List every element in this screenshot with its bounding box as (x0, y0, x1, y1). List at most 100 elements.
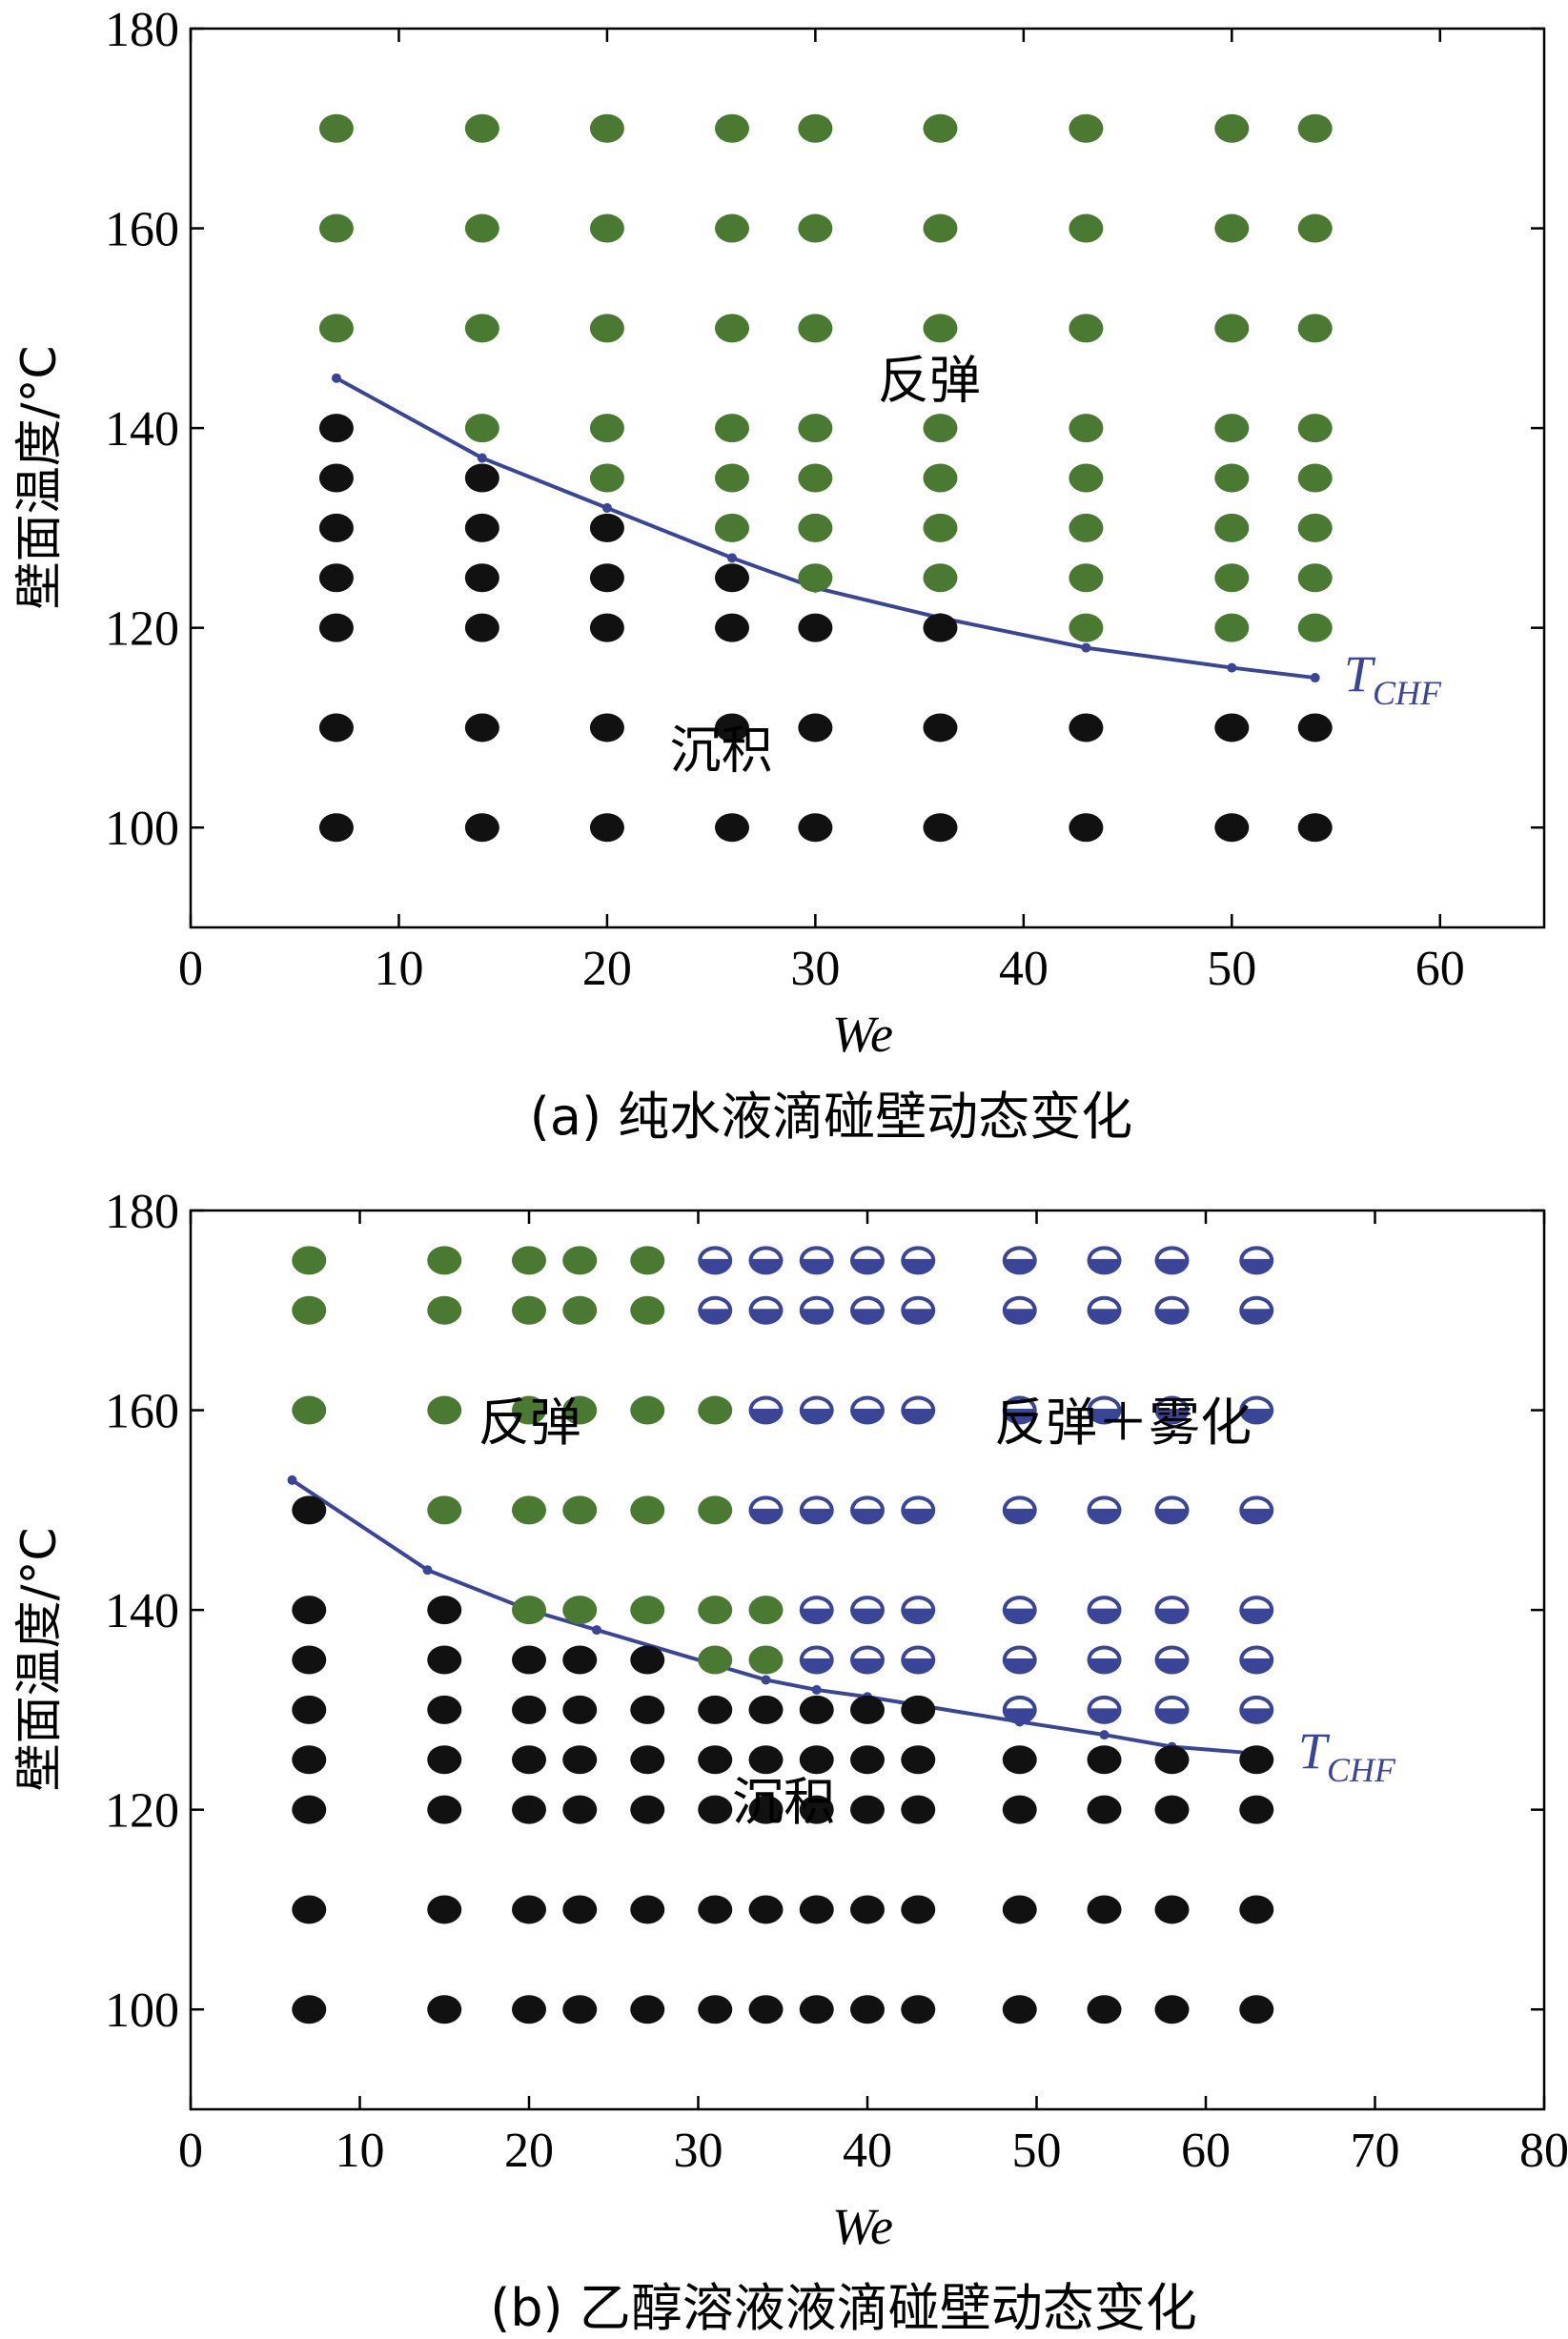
data-point-rebound-a (589, 463, 624, 493)
point-highlight (1158, 1299, 1186, 1311)
data-point-rebound-a (464, 314, 499, 343)
data-point-deposition-b (562, 1995, 598, 2024)
data-point-atomization-b (1087, 1395, 1122, 1425)
data-point-deposition-b (427, 1795, 462, 1824)
data-point-deposition-a (798, 613, 833, 642)
data-point-deposition-b (698, 1745, 733, 1775)
data-point-rebound-b (630, 1495, 665, 1525)
data-point-rebound-a (1214, 613, 1250, 642)
data-point-deposition-b (799, 1695, 834, 1724)
y-tick-label-a: 100 (105, 802, 179, 856)
data-point-deposition-a (1214, 713, 1250, 742)
tchf-marker-a (727, 553, 737, 563)
point-highlight (1158, 1399, 1186, 1411)
data-point-rebound-a (1069, 463, 1104, 493)
point-highlight (1006, 1649, 1033, 1660)
data-point-rebound-b (698, 1495, 733, 1525)
data-point-deposition-b (1239, 1895, 1274, 1924)
data-point-atomization-b (799, 1495, 834, 1525)
data-point-atomization-b (748, 1246, 784, 1275)
point-highlight (803, 1250, 830, 1261)
point-highlight (905, 1250, 932, 1261)
x-tick-label-b: 60 (1181, 2124, 1231, 2178)
data-point-deposition-b (427, 1695, 462, 1724)
data-point-atomization-b (1154, 1295, 1190, 1325)
data-point-rebound-b (427, 1295, 462, 1325)
data-point-rebound-a (1214, 463, 1250, 493)
data-point-deposition-b (630, 1645, 665, 1675)
point-highlight (1243, 1250, 1271, 1261)
data-point-deposition-a (589, 613, 624, 642)
data-point-rebound-a (464, 214, 499, 243)
data-point-atomization-b (1087, 1645, 1122, 1675)
data-point-deposition-b (562, 1895, 598, 1924)
x-tick-label-b: 20 (504, 2124, 554, 2178)
x-tick-label-a: 60 (1415, 942, 1465, 996)
data-point-rebound-b (748, 1645, 784, 1675)
data-point-rebound-a (715, 414, 749, 443)
point-highlight (1158, 1698, 1186, 1710)
data-point-rebound-a (1069, 113, 1104, 143)
point-highlight (1090, 1299, 1118, 1311)
data-point-rebound-a (1297, 513, 1333, 542)
tchf-label-b: TCHF (1298, 1722, 1396, 1789)
x-axis-label-a: We (832, 1006, 893, 1063)
point-highlight (905, 1599, 932, 1611)
x-tick-label-b: 0 (178, 2124, 203, 2178)
data-point-atomization-b (850, 1246, 885, 1275)
point-highlight (1090, 1399, 1118, 1411)
axis-ticks-a: 0 10 20 30 40 50 60 100 120 140 160 180 (105, 3, 1544, 996)
data-point-deposition-b (1154, 1795, 1190, 1824)
data-point-rebound-b (562, 1246, 598, 1275)
data-point-deposition-b (850, 1745, 885, 1775)
data-point-deposition-b (748, 1895, 784, 1924)
data-point-atomization-b (1154, 1395, 1190, 1425)
point-highlight (803, 1499, 830, 1511)
data-point-rebound-a (1069, 563, 1104, 593)
data-point-atomization-b (1087, 1246, 1122, 1275)
data-point-rebound-a (715, 214, 749, 243)
axis-ticks-b: 0 10 20 30 40 50 60 70 80 100 120 140 160 180 (105, 1185, 1568, 2178)
tchf-marker-a (1310, 673, 1320, 683)
x-tick-label-a: 50 (1207, 942, 1256, 996)
data-point-rebound-b (698, 1596, 733, 1625)
plot-frame-a (189, 27, 1546, 929)
data-point-rebound-a (1069, 513, 1104, 542)
data-point-rebound-a (1069, 414, 1104, 443)
data-point-rebound-b (512, 1596, 546, 1625)
data-point-deposition-b (698, 1695, 733, 1724)
data-point-deposition-a (464, 463, 499, 493)
data-point-rebound-b (292, 1246, 327, 1275)
data-point-rebound-a (923, 563, 958, 593)
data-point-deposition-b (630, 1745, 665, 1775)
data-point-rebound-b (630, 1246, 665, 1275)
data-point-deposition-b (1087, 1745, 1122, 1775)
data-point-atomization-b (799, 1596, 834, 1625)
data-point-rebound-a (1214, 314, 1250, 343)
y-tick-label-b: 180 (105, 1185, 179, 1239)
data-point-deposition-a (464, 613, 499, 642)
data-point-rebound-b (630, 1395, 665, 1425)
y-tick-label-a: 180 (105, 3, 179, 57)
data-point-rebound-b (427, 1495, 462, 1525)
data-point-rebound-b (512, 1395, 546, 1425)
x-tick-label-b: 70 (1351, 2124, 1400, 2178)
point-highlight (702, 1299, 729, 1311)
data-point-deposition-b (1087, 1995, 1122, 2024)
point-highlight (752, 1299, 780, 1311)
point-highlight (854, 1250, 881, 1261)
data-point-rebound-a (715, 463, 749, 493)
point-highlight (1243, 1649, 1271, 1660)
y-tick-label-b: 120 (105, 1784, 179, 1839)
tchf-marker-a (477, 453, 487, 463)
data-point-atomization-b (1002, 1645, 1037, 1675)
point-highlight (1006, 1250, 1033, 1261)
data-point-rebound-a (1297, 314, 1333, 343)
point-highlight (1006, 1399, 1033, 1411)
data-point-rebound-a (715, 513, 749, 542)
data-point-rebound-a (1214, 214, 1250, 243)
data-point-rebound-b (630, 1295, 665, 1325)
data-point-rebound-a (1214, 113, 1250, 143)
